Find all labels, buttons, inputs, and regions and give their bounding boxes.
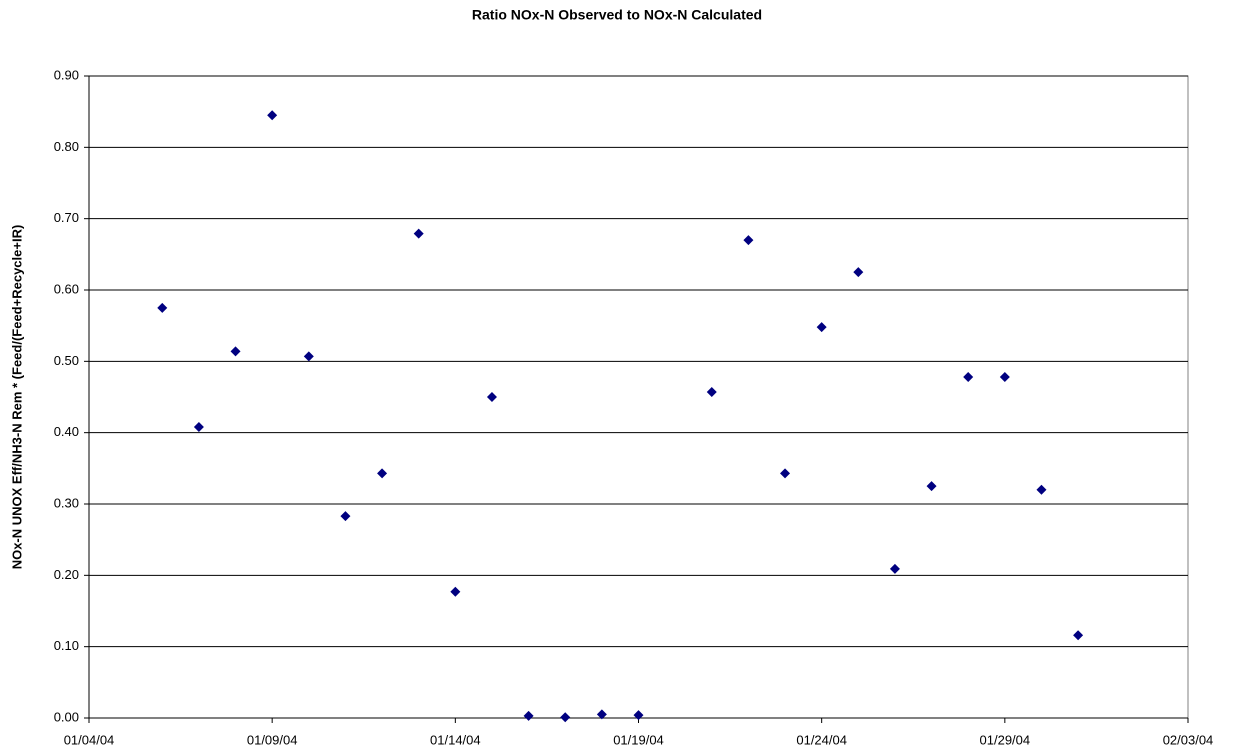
y-tick-label: 0.50 — [54, 353, 79, 368]
point — [193, 421, 204, 432]
point — [706, 387, 717, 398]
point — [999, 372, 1010, 383]
point — [450, 586, 461, 597]
x-tick-label: 01/04/04 — [64, 732, 115, 747]
point — [633, 710, 644, 721]
point — [853, 267, 864, 278]
y-tick-label: 0.80 — [54, 139, 79, 154]
x-tick-label: 01/19/04 — [613, 732, 664, 747]
point — [340, 511, 351, 522]
y-tick-label: 0.60 — [54, 281, 79, 296]
x-tick-label: 01/24/04 — [796, 732, 847, 747]
point — [596, 709, 607, 720]
point — [780, 468, 791, 479]
y-tick-label: 0.70 — [54, 210, 79, 225]
x-tick-label: 02/03/04 — [1163, 732, 1214, 747]
y-axis-label: NOx-N UNOX Eff/NH3-N Rem * (Feed/(Feed+R… — [9, 225, 24, 570]
point — [816, 322, 827, 333]
point — [157, 302, 168, 313]
point — [560, 712, 571, 723]
point — [413, 228, 424, 239]
x-tick-label: 01/29/04 — [980, 732, 1031, 747]
y-tick-label: 0.90 — [54, 67, 79, 82]
plot-area — [88, 75, 1189, 719]
chart-title: Ratio NOx-N Observed to NOx-N Calculated — [472, 7, 762, 23]
point — [267, 110, 278, 121]
point — [743, 235, 754, 246]
point — [963, 372, 974, 383]
point — [230, 346, 241, 357]
y-tick-label: 0.30 — [54, 495, 79, 510]
point — [889, 563, 900, 574]
x-tick-label: 01/14/04 — [430, 732, 481, 747]
y-tick-label: 0.20 — [54, 567, 79, 582]
y-tick-label: 0.10 — [54, 638, 79, 653]
point — [926, 481, 937, 492]
point — [486, 392, 497, 402]
y-tick-label: 0.40 — [54, 424, 79, 439]
point — [1073, 630, 1084, 641]
point — [377, 468, 388, 479]
point — [303, 351, 314, 362]
point — [523, 710, 534, 721]
y-tick-label: 0.00 — [54, 709, 79, 724]
point — [1036, 484, 1047, 495]
x-tick-label: 01/09/04 — [247, 732, 298, 747]
